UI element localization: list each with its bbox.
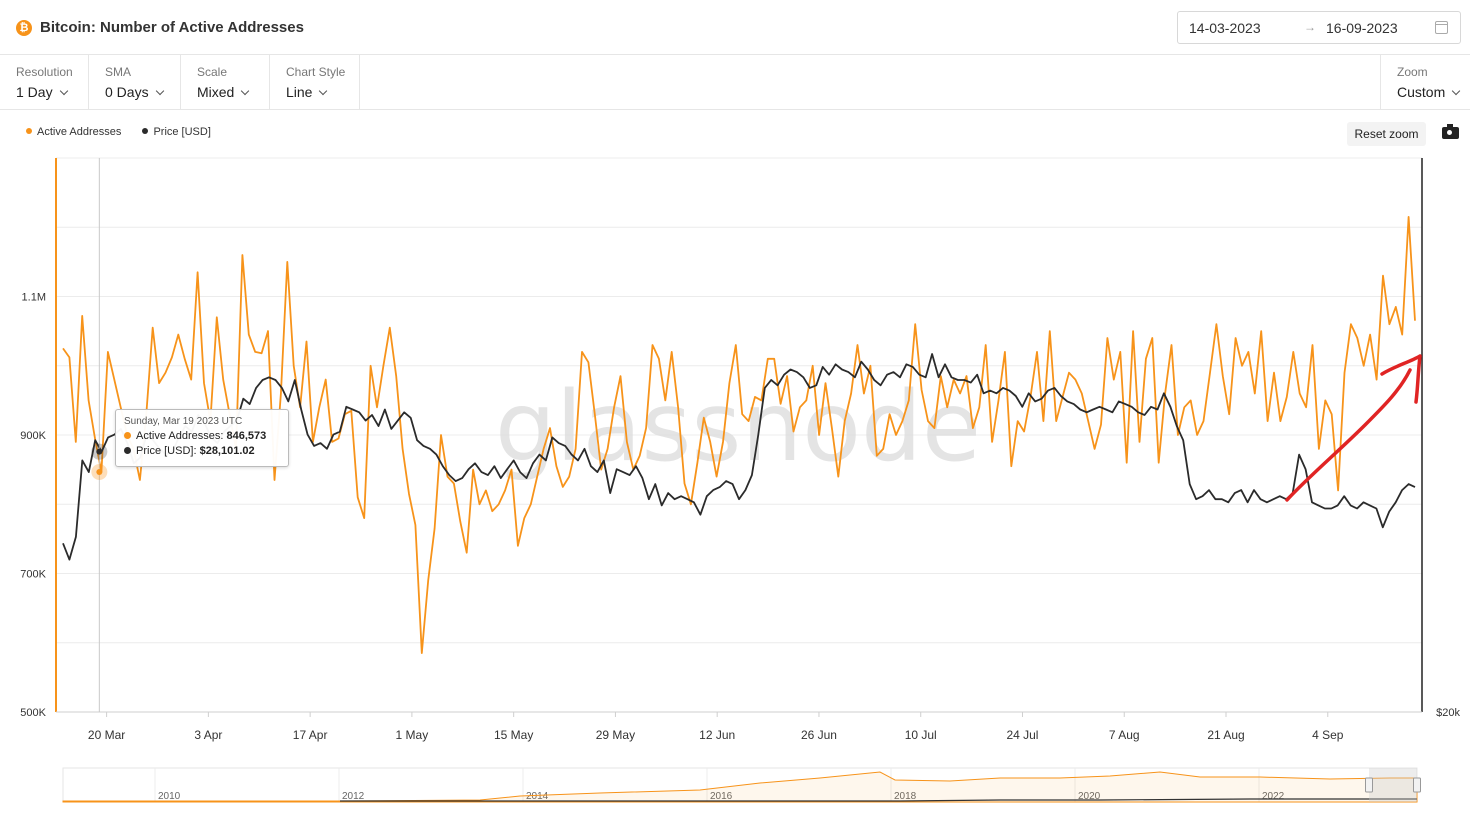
- chevron-down-icon: [1451, 86, 1461, 96]
- navigator-handle[interactable]: [1413, 777, 1421, 793]
- tooltip-dot-dark: [124, 447, 131, 454]
- navigator-selection[interactable]: [1369, 768, 1417, 802]
- chart-toolbar: Resolution 1 Day SMA 0 Days Scale Mixed …: [0, 55, 1470, 110]
- x-tick-label: 10 Jul: [905, 728, 937, 742]
- x-tick-label: 1 May: [396, 728, 429, 742]
- y-tick-label: 1.1M: [22, 292, 46, 304]
- sma-label: SMA: [105, 65, 132, 79]
- navigator-year-label: 2020: [1078, 791, 1101, 802]
- legend-dot-dark: [142, 128, 149, 134]
- y-axis-right: $20k: [1436, 707, 1460, 719]
- resolution-select[interactable]: Resolution 1 Day: [0, 55, 89, 109]
- x-axis: 20 Mar 3 Apr 17 Apr 1 May 15 May 29 May 12 Jun…: [88, 712, 1344, 742]
- y-right-tick-label: $20k: [1436, 707, 1460, 719]
- x-tick-label: 12 Jun: [699, 728, 735, 742]
- x-tick-label: 3 Apr: [194, 728, 222, 742]
- arrow-right-icon: →: [1304, 20, 1316, 34]
- chart-style-select[interactable]: Chart Style Line: [270, 55, 360, 109]
- chevron-down-icon: [59, 86, 68, 96]
- tooltip-dot-orange: [124, 432, 131, 439]
- x-tick-label: 7 Aug: [1109, 728, 1140, 742]
- x-tick-label: 24 Jul: [1006, 728, 1038, 742]
- x-tick-label: 15 May: [494, 728, 533, 742]
- tooltip-price-label: Price [USD]:: [136, 445, 197, 457]
- navigator-price-line: [340, 798, 1417, 802]
- annotation-arrow-shaft: [1285, 368, 1412, 502]
- x-tick-label: 26 Jun: [801, 728, 837, 742]
- series-group: [62, 216, 1416, 654]
- page-title: Bitcoin: Number of Active Addresses: [40, 19, 304, 36]
- y-tick-label: 900K: [20, 430, 46, 442]
- tooltip-date: Sunday, Mar 19 2023 UTC: [124, 416, 243, 427]
- navigator-year-label: 2010: [158, 791, 181, 802]
- series-line-active-addresses: [62, 216, 1416, 654]
- sma-select[interactable]: SMA 0 Days: [89, 55, 181, 109]
- date-range-picker[interactable]: 14-03-2023 → 16-09-2023: [1177, 11, 1461, 44]
- tooltip-price-value: $28,101.02: [199, 445, 255, 457]
- scale-select[interactable]: Scale Mixed: [181, 55, 270, 109]
- grid-lines: [55, 157, 1423, 713]
- hover-marker-price: [96, 448, 103, 455]
- zoom-select[interactable]: Zoom Custom: [1380, 55, 1470, 109]
- navigator-year-label: 2022: [1262, 791, 1285, 802]
- hover-marker-active-addresses: [96, 468, 103, 475]
- x-tick-label: 17 Apr: [293, 728, 328, 742]
- zoom-label: Zoom: [1397, 65, 1428, 79]
- navigator-handle[interactable]: [1365, 777, 1373, 793]
- chart-style-value: Line: [286, 84, 313, 100]
- tooltip-aa-label: Active Addresses:: [136, 430, 224, 442]
- date-start-input[interactable]: 14-03-2023: [1189, 20, 1261, 36]
- page-header: ₿ Bitcoin: Number of Active Addresses 14…: [0, 0, 1470, 55]
- sma-value: 0 Days: [105, 84, 149, 100]
- chart-style-label: Chart Style: [286, 65, 346, 79]
- chart-legend: Active Addresses Price [USD]: [26, 126, 229, 138]
- chart-tooltip: Sunday, Mar 19 2023 UTC Active Addresses…: [115, 409, 289, 467]
- chevron-down-icon: [241, 86, 250, 96]
- legend-label-active-addresses: Active Addresses: [37, 126, 122, 138]
- scale-label: Scale: [197, 65, 228, 79]
- y-tick-label: 700K: [20, 569, 46, 581]
- calendar-icon[interactable]: [1435, 21, 1448, 34]
- y-tick-label: 500K: [20, 707, 46, 719]
- x-tick-label: 21 Aug: [1207, 728, 1244, 742]
- annotation-arrow-head: [1380, 354, 1422, 404]
- navigator-year-label: 2018: [894, 791, 917, 802]
- watermark: glassnode: [495, 371, 981, 483]
- tooltip-aa-value: 846,573: [226, 430, 267, 442]
- bitcoin-icon: ₿: [16, 20, 32, 36]
- resolution-label: Resolution: [16, 65, 73, 79]
- reset-zoom-button[interactable]: Reset zoom: [1347, 122, 1426, 146]
- legend-item-active-addresses[interactable]: Active Addresses: [26, 126, 121, 138]
- crosshair: [91, 158, 108, 712]
- x-tick-label: 29 May: [596, 728, 635, 742]
- navigator-area: [62, 771, 1418, 803]
- legend-label-price: Price [USD]: [153, 126, 211, 138]
- x-tick-label: 20 Mar: [88, 728, 125, 742]
- annotation-arrow: [1285, 354, 1422, 502]
- camera-icon[interactable]: [1442, 124, 1459, 139]
- legend-item-price[interactable]: Price [USD]: [142, 126, 211, 138]
- navigator-year-label: 2016: [710, 791, 733, 802]
- chevron-down-icon: [155, 86, 164, 96]
- navigator-year-label: 2012: [342, 791, 365, 802]
- series-line-price: [62, 353, 1416, 561]
- chevron-down-icon: [319, 86, 328, 96]
- tooltip-row-price: Price [USD]: $28,101.02: [124, 445, 280, 457]
- navigator-year-label: 2014: [526, 791, 549, 802]
- zoom-value: Custom: [1397, 84, 1446, 100]
- range-navigator[interactable]: 2010 2012 2014 2016 2018 2020 2022: [62, 767, 1421, 803]
- x-tick-label: 4 Sep: [1312, 728, 1344, 742]
- y-axis-left: 500K 700K 900K 1.1M: [20, 292, 46, 720]
- legend-dot-orange: [26, 128, 32, 134]
- scale-value: Mixed: [197, 84, 235, 100]
- date-end-input[interactable]: 16-09-2023: [1326, 20, 1398, 36]
- chart-canvas[interactable]: glassnode 500K 700K 900K 1.1M $20k 20 Mar 3 …: [0, 150, 1470, 826]
- tooltip-row-active-addresses: Active Addresses: 846,573: [124, 430, 280, 442]
- resolution-value: 1 Day: [16, 84, 53, 100]
